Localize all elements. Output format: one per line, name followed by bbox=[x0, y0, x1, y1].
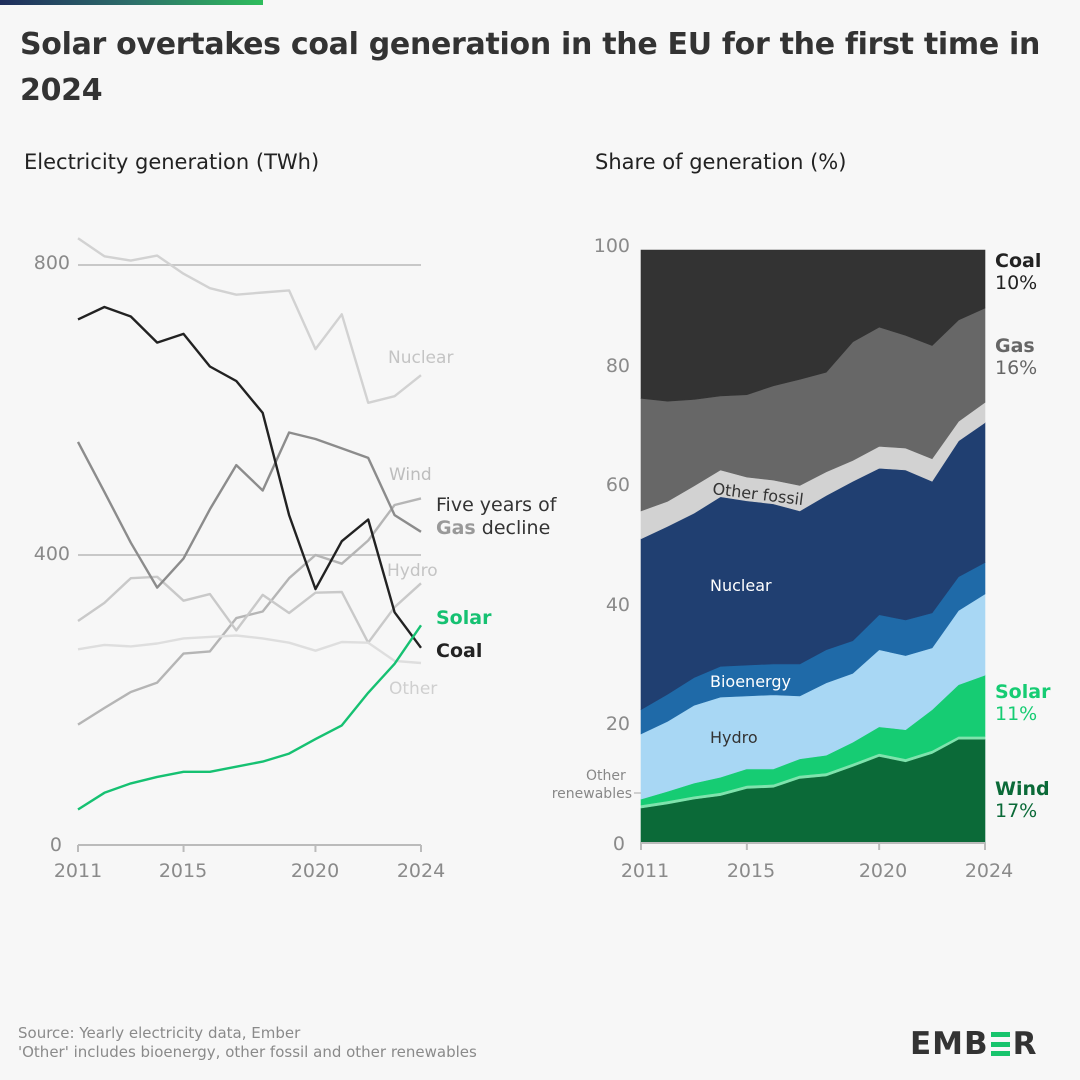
line-solar bbox=[77, 624, 422, 811]
annotation-decline: decline bbox=[482, 517, 551, 539]
end-share-solar: 11% bbox=[995, 703, 1037, 725]
right-chart-title: Share of generation (%) bbox=[595, 150, 847, 174]
logo-text-left: EMB bbox=[910, 1026, 989, 1062]
label-hydro: Hydro bbox=[387, 561, 438, 581]
area-coal bbox=[640, 249, 986, 402]
left-gridlines bbox=[78, 264, 421, 556]
footer-note: 'Other' includes bioenergy, other fossil… bbox=[18, 1043, 477, 1061]
right-y-tick: 80 bbox=[606, 355, 630, 377]
left-x-tick: 2011 bbox=[54, 860, 102, 882]
axes bbox=[77, 842, 986, 852]
end-share-coal: 10% bbox=[995, 272, 1037, 294]
left-y-tick: 800 bbox=[34, 252, 70, 274]
end-label-wind: Wind bbox=[995, 778, 1050, 800]
end-share-gas: 16% bbox=[995, 357, 1037, 379]
line-hydro bbox=[77, 575, 422, 644]
line-gas bbox=[76, 431, 422, 589]
right-y-tick: 20 bbox=[606, 713, 630, 735]
line-other bbox=[77, 634, 422, 665]
logo-e-bars bbox=[990, 1032, 1010, 1056]
left-chart-title: Electricity generation (TWh) bbox=[24, 150, 320, 174]
top-accent-bar bbox=[0, 0, 263, 5]
line-nuclear bbox=[77, 237, 422, 404]
right-x-tick: 2011 bbox=[621, 860, 669, 882]
right-y-tick: 0 bbox=[613, 833, 625, 855]
area-label-other-renewables-2: renewables bbox=[552, 786, 632, 802]
right-stacked-areas bbox=[640, 249, 986, 844]
area-label-hydro: Hydro bbox=[710, 728, 758, 747]
right-x-tick: 2015 bbox=[727, 860, 775, 882]
left-x-tick: 2015 bbox=[159, 860, 207, 882]
chart-title: Solar overtakes coal generation in the E… bbox=[20, 27, 1041, 108]
area-label-other-renewables-1: Other bbox=[586, 768, 626, 784]
label-nuclear: Nuclear bbox=[388, 348, 453, 368]
area-label-nuclear: Nuclear bbox=[710, 576, 772, 595]
end-label-coal: Coal bbox=[995, 250, 1041, 272]
label-wind: Wind bbox=[389, 465, 432, 485]
right-x-tick: 2024 bbox=[965, 860, 1013, 882]
end-share-wind: 17% bbox=[995, 800, 1037, 822]
label-solar: Solar bbox=[436, 607, 492, 629]
right-y-tick: 100 bbox=[594, 235, 630, 257]
right-y-tick: 40 bbox=[606, 594, 630, 616]
label-coal: Coal bbox=[436, 640, 482, 662]
line-wind bbox=[77, 497, 422, 726]
annotation-line1: Five years of bbox=[436, 494, 558, 516]
area-label-bioenergy: Bioenergy bbox=[710, 672, 791, 691]
annotation-gas: Gas bbox=[436, 517, 476, 539]
line-coal bbox=[77, 305, 422, 649]
left-series-lines bbox=[76, 237, 422, 811]
end-label-solar: Solar bbox=[995, 681, 1051, 703]
left-x-tick: 2020 bbox=[291, 860, 339, 882]
label-other: Other bbox=[389, 679, 437, 699]
right-y-tick: 60 bbox=[606, 474, 630, 496]
ember-logo: EMB R bbox=[910, 1026, 1038, 1062]
right-x-tick: 2020 bbox=[859, 860, 907, 882]
end-label-gas: Gas bbox=[995, 335, 1035, 357]
logo-text-right: R bbox=[1012, 1026, 1038, 1062]
left-y-tick: 0 bbox=[50, 834, 62, 856]
left-x-tick: 2024 bbox=[397, 860, 445, 882]
left-y-tick: 400 bbox=[34, 543, 70, 565]
footer-source: Source: Yearly electricity data, Ember bbox=[18, 1024, 301, 1042]
annotation-line2: Gas decline bbox=[436, 517, 550, 539]
